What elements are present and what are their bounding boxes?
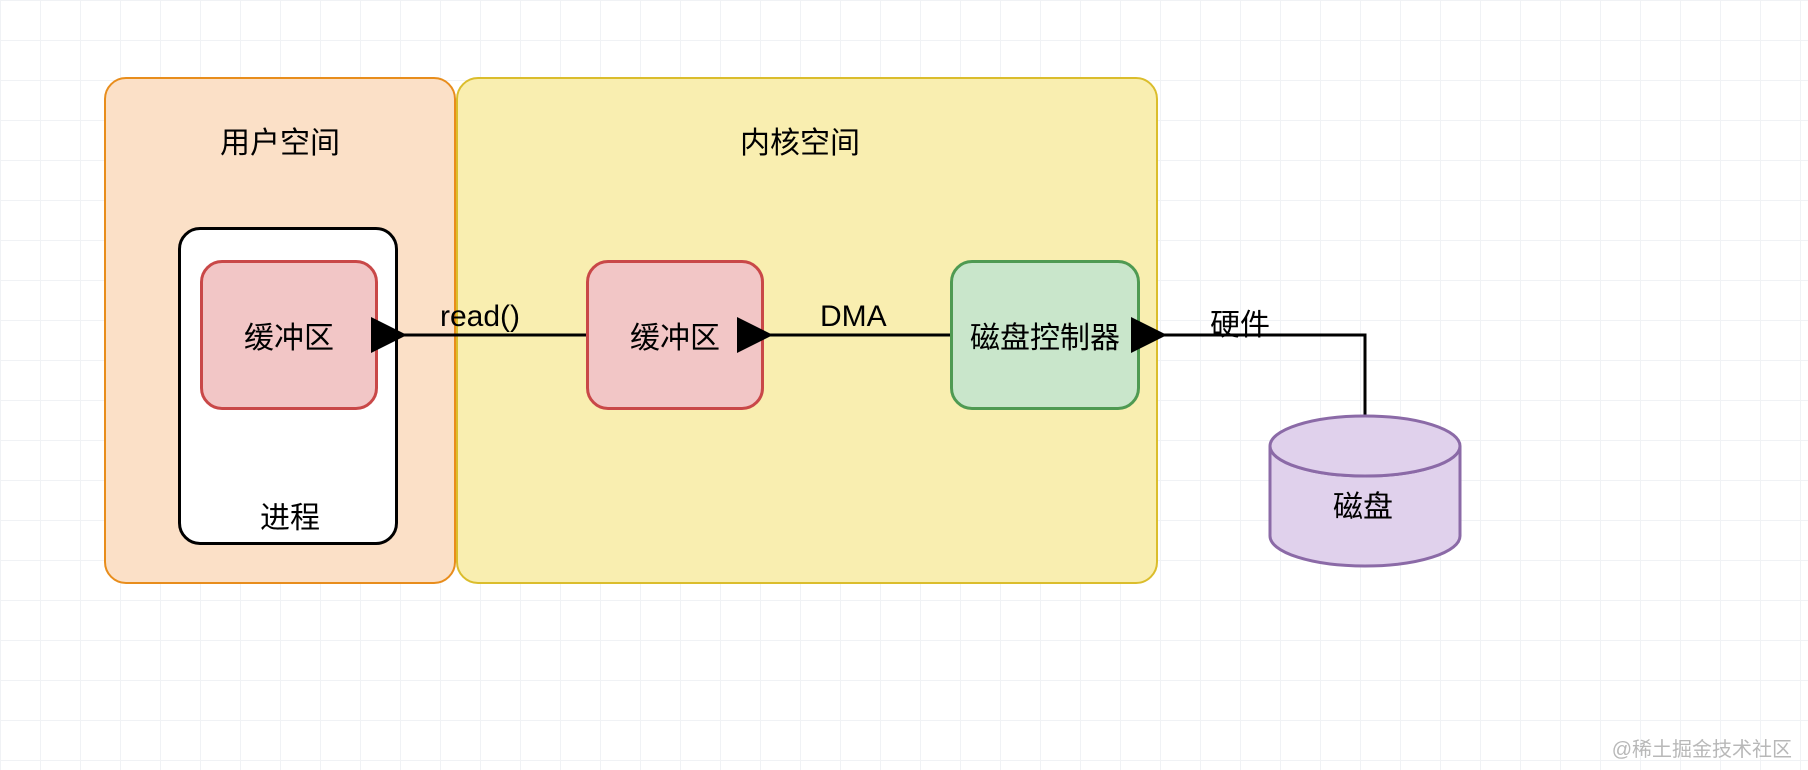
user-buffer-box: 缓冲区 <box>200 260 378 410</box>
edge-hw-label: 硬件 <box>1210 300 1270 344</box>
disk-controller-box: 磁盘控制器 <box>950 260 1140 410</box>
user-space-label: 用户空间 <box>220 118 340 162</box>
kernel-space-label: 内核空间 <box>740 118 860 162</box>
kernel-buffer-label: 缓冲区 <box>630 313 720 357</box>
watermark-text: @稀土掘金技术社区 <box>1612 733 1792 762</box>
disk-controller-label: 磁盘控制器 <box>970 313 1120 357</box>
edge-dma-label: DMA <box>820 300 887 334</box>
process-label: 进程 <box>260 493 320 537</box>
user-buffer-label: 缓冲区 <box>244 313 334 357</box>
diagram-canvas: 用户空间 内核空间 进程 缓冲区 缓冲区 磁盘控制器 read() DMA 硬件… <box>0 0 1808 770</box>
kernel-buffer-box: 缓冲区 <box>586 260 764 410</box>
disk-label: 磁盘 <box>1333 482 1393 526</box>
edge-read-label: read() <box>440 300 520 334</box>
